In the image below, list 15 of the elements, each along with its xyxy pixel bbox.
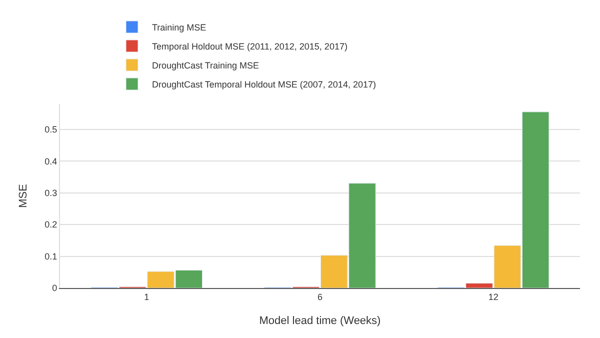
x-axis-title: Model lead time (Weeks) [259,315,381,327]
y-tick-label: 0.1 [44,251,58,262]
x-tick-label: 1 [144,292,150,302]
y-axis-title: MSE [17,184,30,208]
legend-label: Temporal Holdout MSE (2011, 2012, 2015, 2017) [152,41,348,52]
x-tick-label: 6 [317,292,323,302]
legend-label: Training MSE [152,22,206,32]
y-tick-label: 0.5 [44,124,58,135]
x-tick-label: 12 [488,292,498,302]
y-tick-label: 0 [52,283,58,294]
y-tick-label: 0.3 [44,188,58,198]
y-tick-label: 0.2 [44,220,58,230]
legend-label: DroughtCast Temporal Holdout MSE (2007, 2014, 2017) [152,79,376,90]
legend-label: DroughtCast Training MSE [152,60,260,70]
y-tick-label: 0.4 [44,156,58,166]
